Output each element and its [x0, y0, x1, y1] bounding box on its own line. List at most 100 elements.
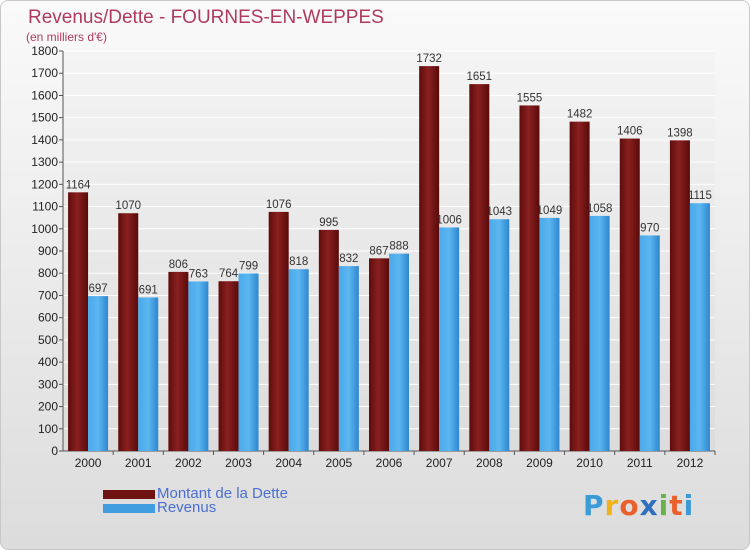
debt-value-label: 1398	[667, 127, 693, 139]
chart-title: Revenus/Dette - FOURNES-EN-WEPPES	[28, 7, 384, 28]
y-tick-label: 1600	[31, 88, 58, 102]
x-tick-label: 2009	[526, 456, 553, 470]
debt-bar	[369, 258, 389, 451]
logo-letter: o	[619, 489, 640, 522]
x-tick-label: 2002	[175, 456, 202, 470]
x-tick-label: 2012	[677, 456, 704, 470]
revenue-bar	[238, 273, 259, 451]
logo-letter: x	[639, 489, 659, 522]
revenue-bar	[389, 253, 409, 451]
y-tick-label: 400	[38, 355, 58, 369]
x-tick-label: 2003	[225, 456, 252, 470]
x-tick-label: 2006	[376, 456, 403, 470]
revenue-bar	[589, 215, 610, 451]
x-tick-label: 2004	[275, 456, 302, 470]
revenue-value-label: 691	[139, 284, 158, 296]
y-tick-label: 100	[38, 422, 58, 436]
revenue-value-label: 763	[189, 268, 208, 280]
debt-bar	[619, 138, 640, 452]
revenue-value-label: 1043	[487, 206, 513, 218]
revenue-bar	[539, 217, 560, 451]
legend-item-revenue: Revenus	[103, 499, 288, 516]
revenue-value-label: 1115	[688, 190, 712, 202]
chart-subtitle: (en milliers d'€)	[26, 30, 107, 44]
revenue-value-label: 818	[289, 256, 308, 268]
debt-value-label: 1651	[467, 71, 493, 83]
revenue-bar	[439, 227, 460, 451]
revenue-bar	[338, 266, 359, 451]
x-tick-label: 2000	[75, 456, 102, 470]
legend-label-debt: Montant de la Dette	[157, 485, 288, 502]
debt-bar	[569, 121, 590, 452]
y-tick-label: 1700	[31, 66, 58, 80]
debt-value-label: 867	[369, 245, 388, 257]
revenue-bar	[639, 235, 660, 451]
revenue-bar	[489, 219, 510, 451]
debt-value-label: 1164	[66, 179, 91, 191]
y-tick-label: 1000	[31, 222, 58, 236]
debt-bar	[218, 281, 239, 451]
x-tick-label: 2008	[476, 456, 503, 470]
legend-item-debt: Montant de la Dette	[103, 485, 288, 502]
y-tick-label: 1400	[31, 133, 58, 147]
debt-value-label: 1406	[617, 126, 643, 138]
revenue-bar	[288, 269, 309, 451]
y-tick-label: 1800	[31, 44, 58, 58]
debt-bar	[419, 66, 440, 451]
logo-letter: r	[604, 489, 620, 522]
y-tick-label: 1300	[31, 155, 58, 169]
x-tick-label: 2007	[426, 456, 453, 470]
y-tick-label: 900	[38, 244, 58, 258]
legend-label-revenue: Revenus	[157, 499, 217, 516]
debt-value-label: 1070	[115, 200, 141, 212]
logo-letter: P	[583, 489, 605, 522]
legend-swatch-debt	[103, 489, 155, 499]
revenue-value-label: 1058	[587, 203, 613, 215]
x-tick-label: 2011	[627, 456, 653, 470]
revenue-value-label: 1049	[537, 205, 563, 217]
debt-bar	[118, 213, 139, 451]
revenue-value-label: 1006	[436, 214, 462, 226]
revenue-value-label: 832	[339, 253, 358, 265]
y-tick-label: 1200	[31, 177, 58, 191]
proxiti-logo: Proxiti	[583, 489, 694, 522]
debt-value-label: 1482	[567, 109, 593, 121]
legend-swatch-revenue	[103, 503, 155, 513]
debt-value-label: 995	[319, 217, 338, 229]
y-tick-label: 300	[38, 377, 58, 391]
y-tick-label: 200	[38, 400, 58, 414]
debt-bar	[318, 229, 339, 451]
debt-bar	[268, 211, 289, 451]
revenue-value-label: 970	[640, 222, 659, 234]
y-tick-label: 500	[38, 333, 58, 347]
revenue-bar	[188, 281, 209, 451]
debt-value-label: 1555	[517, 92, 543, 104]
debt-bar	[168, 271, 189, 451]
revenue-value-label: 888	[389, 241, 408, 253]
y-tick-label: 1500	[31, 111, 58, 125]
debt-value-label: 1732	[416, 53, 442, 65]
debt-bar	[519, 105, 540, 451]
revenue-value-label: 799	[239, 260, 258, 272]
y-tick-label: 600	[38, 311, 58, 325]
x-tick-label: 2001	[125, 456, 152, 470]
logo-letter: i	[658, 489, 670, 522]
revenue-bar	[88, 296, 109, 451]
debt-bar	[68, 192, 89, 452]
debt-bar	[669, 140, 690, 452]
debt-value-label: 806	[169, 259, 188, 271]
y-tick-label: 700	[38, 288, 58, 302]
debt-value-label: 1076	[266, 199, 292, 211]
logo-letter: i	[683, 489, 695, 522]
x-tick-label: 2005	[325, 456, 352, 470]
chart-legend: Montant de la Dette Revenus	[103, 485, 288, 516]
revenue-bar	[138, 297, 159, 451]
revenue-value-label: 697	[88, 283, 107, 295]
debt-value-label: 764	[219, 268, 239, 280]
y-tick-label: 1100	[32, 200, 58, 214]
x-tick-label: 2010	[576, 456, 603, 470]
revenue-bar	[689, 203, 710, 451]
logo-letter: t	[669, 489, 684, 522]
